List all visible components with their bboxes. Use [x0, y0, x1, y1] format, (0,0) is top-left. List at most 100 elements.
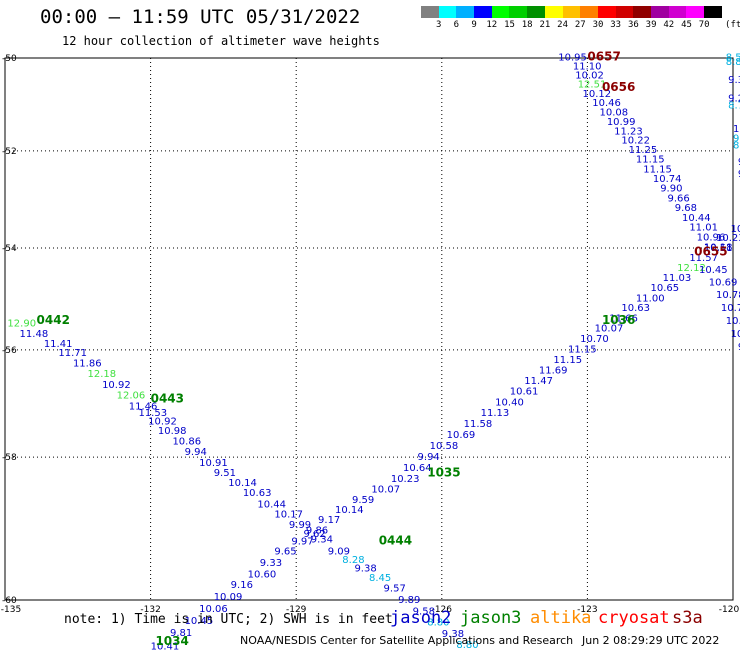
wave-height-value: 9.34 [311, 535, 333, 546]
wave-height-value: 10.98 [158, 426, 187, 437]
wave-height-value: 11.58 [464, 419, 493, 430]
wave-height-value: 10.45 [699, 265, 728, 276]
wave-height-value: 11.15 [568, 344, 597, 355]
wave-height-value: 11.69 [539, 365, 568, 376]
wave-height-value: 11.15 [636, 155, 665, 166]
longitude-label: -126 [432, 605, 453, 615]
legend-label: 45 [681, 20, 692, 30]
wave-height-value: 11.13 [481, 408, 510, 419]
legend-swatch [421, 6, 439, 18]
legend-label: 42 [663, 20, 675, 30]
legend-unit: (ft) [725, 20, 740, 30]
latitude-label: -58 [2, 453, 17, 463]
satellite-name-cryosat: cryosat [598, 608, 670, 628]
wave-height-value: 8.28 [342, 555, 364, 566]
wave-height-value: 11.57 [689, 253, 718, 264]
satellite-name-s3a: s3a [672, 608, 703, 628]
pass-time-label: 1035 [427, 465, 460, 479]
wave-height-value: 8.80 [456, 640, 478, 650]
wave-height-value: 10.58 [430, 441, 459, 452]
legend-label: 6 [453, 20, 460, 30]
wave-height-value: 9.38 [354, 564, 376, 575]
wave-height-value: 10.92 [102, 380, 131, 391]
wave-height-value: 10.95 [558, 52, 587, 63]
wave-height-value: 9.66 [667, 193, 689, 204]
wave-height-value: 9.62 [303, 529, 325, 540]
wave-height-value: 10.51 [704, 243, 733, 254]
legend-swatch [562, 6, 581, 18]
wave-height-value: 10.24 [731, 329, 740, 340]
wave-height-value: 10.23 [391, 474, 420, 485]
map-subtitle: 12 hour collection of altimeter wave hei… [62, 34, 380, 48]
wave-height-value: 9.94 [185, 447, 207, 458]
footer-note: note: 1) Time is in UTC; 2) SWH is in fe… [64, 612, 393, 627]
generated-timestamp: Jun 2 08:29:29 UTC 2022 [582, 634, 720, 647]
wave-height-value: 9.09 [328, 546, 350, 557]
wave-height-value: 11.86 [73, 359, 102, 370]
wave-height-value: 10.60 [248, 570, 277, 581]
wave-height-value: 10.65 [650, 283, 679, 294]
wave-height-value: 12.90 [7, 318, 36, 329]
wave-height-value: 10.74 [653, 174, 682, 185]
wave-height-value: 9.81 [170, 628, 192, 639]
wave-height-value: 12.18 [88, 369, 117, 380]
latitude-label: -56 [2, 346, 17, 356]
wave-height-value: 11.47 [524, 376, 553, 387]
wave-height-value: 11.41 [44, 339, 73, 350]
wave-height-value: 9.17 [318, 515, 340, 526]
legend-swatch [633, 6, 651, 18]
wave-height-value: 10.46 [592, 98, 621, 109]
legend-swatch [474, 6, 492, 18]
legend-label: 39 [645, 20, 657, 30]
wave-height-value: 9.58 [413, 606, 435, 617]
wave-height-value: 11.53 [138, 408, 167, 419]
wave-height-value: 9.86 [306, 526, 328, 537]
legend-swatch [668, 6, 687, 18]
wave-height-value: 10.45 [185, 616, 214, 627]
wave-height-value: 11.03 [663, 273, 692, 284]
satellite-name-altika: altika [530, 608, 592, 628]
pass-time-label: 1036 [602, 313, 635, 327]
wave-height-value: 11.15 [553, 355, 582, 366]
pass-time-label: 0443 [151, 392, 184, 406]
wave-height-value: 11.46 [129, 402, 158, 413]
wave-height-value: 9.57 [384, 584, 406, 595]
wave-height-value: 9.16 [231, 580, 253, 591]
longitude-label: -123 [577, 605, 597, 615]
wave-height-value: 9.76 [738, 157, 740, 168]
wave-height-value: 11.25 [629, 145, 658, 156]
legend-swatch [527, 6, 545, 18]
legend-swatch [438, 6, 457, 18]
wave-height-value: 9.88 [738, 169, 740, 180]
longitude-label: -120 [719, 605, 740, 615]
wave-height-value: 9.33 [260, 558, 282, 569]
wave-height-value: 9.28 [728, 94, 740, 105]
wave-height-value: 9.77 [738, 342, 740, 353]
wave-height-value: 10.81 [726, 316, 740, 327]
wave-height-value: 9.99 [289, 520, 311, 531]
map-title: 00:00 – 11:59 UTC 05/31/2022 [40, 6, 361, 28]
wave-height-value: 9.65 [274, 546, 296, 557]
wave-height-value: 11.71 [58, 348, 87, 359]
wave-height-value: 9.77 [733, 133, 740, 144]
wave-height-value: 11.23 [614, 126, 643, 137]
wave-height-value: 10.08 [600, 108, 629, 119]
wave-height-value: 10.91 [199, 458, 228, 469]
pass-time-label: 0657 [587, 49, 620, 63]
wave-height-value: 10.63 [243, 488, 272, 499]
wave-height-value: 8.80 [427, 618, 449, 629]
wave-height-value: 10.07 [595, 324, 624, 335]
legend-swatch [491, 6, 510, 18]
wave-height-value: 9.89 [398, 595, 420, 606]
legend-label: 30 [592, 20, 604, 30]
wave-height-value: 9.51 [214, 468, 236, 479]
legend-label: 24 [557, 20, 569, 30]
latitude-label: -52 [2, 147, 17, 157]
satellite-name-jason3: jason3 [460, 608, 522, 628]
wave-height-value: 12.12 [677, 263, 706, 274]
legend-swatch [615, 6, 634, 18]
legend-label: 21 [539, 20, 551, 30]
wave-height-value: 10.12 [583, 89, 612, 100]
